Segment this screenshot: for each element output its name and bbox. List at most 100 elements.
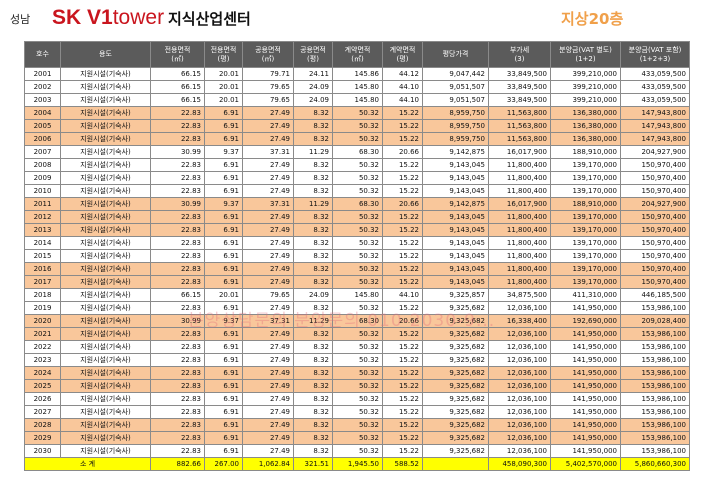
value-cell: 11,563,800 <box>488 106 551 120</box>
price-table: 호수 용도 전용면적 (㎡) 전용면적 (평) 공용면적 (㎡) 공용면적 (평) 계약면적 (㎡) 계… <box>24 41 690 471</box>
total-value-cell: 882.66 <box>150 457 205 471</box>
value-cell: 50.32 <box>332 158 383 172</box>
value-cell: 22.83 <box>150 119 205 133</box>
value-cell: 37.31 <box>242 145 294 159</box>
value-cell: 9,325,682 <box>422 418 489 432</box>
value-cell: 11,563,800 <box>488 132 551 146</box>
value-cell: 11.29 <box>293 145 333 159</box>
value-cell: 9,325,682 <box>422 314 489 328</box>
value-cell: 139,170,000 <box>550 184 621 198</box>
column-header-unit: (3) <box>514 54 525 63</box>
value-cell: 15.22 <box>382 444 423 458</box>
column-header: 호수 <box>24 41 61 68</box>
total-value-cell <box>422 457 489 471</box>
usage-cell: 지원시설(기숙사) <box>60 392 151 406</box>
value-cell: 6.91 <box>204 275 243 289</box>
value-cell: 139,170,000 <box>550 262 621 276</box>
value-cell: 8,959,750 <box>422 132 489 146</box>
column-header-label: 전용면적 <box>210 45 237 54</box>
table-row: 2007 지원시설(기숙사) 30.99 9.37 37.31 11.29 68.30 20.… <box>24 145 690 159</box>
column-header-label: 부가세 <box>509 45 530 54</box>
value-cell: 9,143,045 <box>422 171 489 185</box>
value-cell: 9,143,045 <box>422 275 489 289</box>
value-cell: 9,325,682 <box>422 431 489 445</box>
value-cell: 139,170,000 <box>550 275 621 289</box>
value-cell: 11,800,400 <box>488 210 551 224</box>
value-cell: 15.22 <box>382 106 423 120</box>
usage-cell: 지원시설(기숙사) <box>60 119 151 133</box>
table-header-row: 호수 용도 전용면적 (㎡) 전용면적 (평) 공용면적 (㎡) 공용면적 (평) 계약면적 (㎡) 계… <box>24 41 690 68</box>
value-cell: 11.29 <box>293 197 333 211</box>
value-cell: 399,210,000 <box>550 67 621 81</box>
table-row: 2019 지원시설(기숙사) 22.83 6.91 27.49 8.32 50.32 15.2… <box>24 301 690 315</box>
unit-number-cell: 2025 <box>24 379 61 393</box>
value-cell: 27.49 <box>242 301 294 315</box>
value-cell: 15.22 <box>382 262 423 276</box>
value-cell: 6.91 <box>204 132 243 146</box>
value-cell: 22.83 <box>150 405 205 419</box>
usage-cell: 지원시설(기숙사) <box>60 210 151 224</box>
value-cell: 79.65 <box>242 288 294 302</box>
usage-cell: 지원시설(기숙사) <box>60 340 151 354</box>
value-cell: 9,143,045 <box>422 210 489 224</box>
value-cell: 145.80 <box>332 80 383 94</box>
value-cell: 150,970,400 <box>620 236 690 250</box>
value-cell: 153,986,100 <box>620 405 690 419</box>
value-cell: 44.10 <box>382 288 423 302</box>
value-cell: 20.01 <box>204 80 243 94</box>
value-cell: 6.91 <box>204 236 243 250</box>
value-cell: 9,142,875 <box>422 145 489 159</box>
value-cell: 141,950,000 <box>550 392 621 406</box>
value-cell: 22.83 <box>150 275 205 289</box>
value-cell: 8.32 <box>293 223 333 237</box>
value-cell: 150,970,400 <box>620 262 690 276</box>
column-header-unit: (1+2) <box>575 54 596 63</box>
value-cell: 204,927,900 <box>620 197 690 211</box>
value-cell: 15.22 <box>382 275 423 289</box>
value-cell: 8.32 <box>293 444 333 458</box>
unit-number-cell: 2002 <box>24 80 61 94</box>
value-cell: 6.91 <box>204 301 243 315</box>
column-header: 전용면적 (㎡) <box>150 41 205 68</box>
table-row: 2005 지원시설(기숙사) 22.83 6.91 27.49 8.32 50.32 15.2… <box>24 119 690 133</box>
column-header: 분양금(VAT 포함) (1+2+3) <box>620 41 690 68</box>
value-cell: 22.83 <box>150 366 205 380</box>
brand-logo: SK V1tower <box>52 6 164 30</box>
column-header-label: 분양금(VAT 포함) <box>628 45 682 54</box>
unit-number-cell: 2015 <box>24 249 61 263</box>
unit-number-cell: 2028 <box>24 418 61 432</box>
unit-number-cell: 2013 <box>24 223 61 237</box>
column-header: 부가세 (3) <box>488 41 551 68</box>
value-cell: 145.80 <box>332 288 383 302</box>
value-cell: 27.49 <box>242 210 294 224</box>
value-cell: 153,986,100 <box>620 327 690 341</box>
value-cell: 9,325,682 <box>422 444 489 458</box>
value-cell: 153,986,100 <box>620 379 690 393</box>
value-cell: 9,325,682 <box>422 405 489 419</box>
value-cell: 15.22 <box>382 223 423 237</box>
value-cell: 50.32 <box>332 366 383 380</box>
unit-number-cell: 2030 <box>24 444 61 458</box>
value-cell: 433,059,500 <box>620 93 690 107</box>
value-cell: 8.32 <box>293 327 333 341</box>
value-cell: 8.32 <box>293 418 333 432</box>
value-cell: 8.32 <box>293 106 333 120</box>
usage-cell: 지원시설(기숙사) <box>60 353 151 367</box>
value-cell: 6.91 <box>204 210 243 224</box>
value-cell: 8,959,750 <box>422 119 489 133</box>
value-cell: 9,143,045 <box>422 262 489 276</box>
value-cell: 153,986,100 <box>620 392 690 406</box>
usage-cell: 지원시설(기숙사) <box>60 288 151 302</box>
value-cell: 6.91 <box>204 340 243 354</box>
value-cell: 15.22 <box>382 184 423 198</box>
usage-cell: 지원시설(기숙사) <box>60 145 151 159</box>
value-cell: 141,950,000 <box>550 444 621 458</box>
value-cell: 22.83 <box>150 249 205 263</box>
value-cell: 6.91 <box>204 262 243 276</box>
table-row: 2014 지원시설(기숙사) 22.83 6.91 27.49 8.32 50.32 15.2… <box>24 236 690 250</box>
value-cell: 12,036,100 <box>488 353 551 367</box>
value-cell: 136,380,000 <box>550 106 621 120</box>
table-row: 2018 지원시설(기숙사) 66.15 20.01 79.65 24.09 145.80 4… <box>24 288 690 302</box>
unit-number-cell: 2010 <box>24 184 61 198</box>
value-cell: 9,325,682 <box>422 353 489 367</box>
